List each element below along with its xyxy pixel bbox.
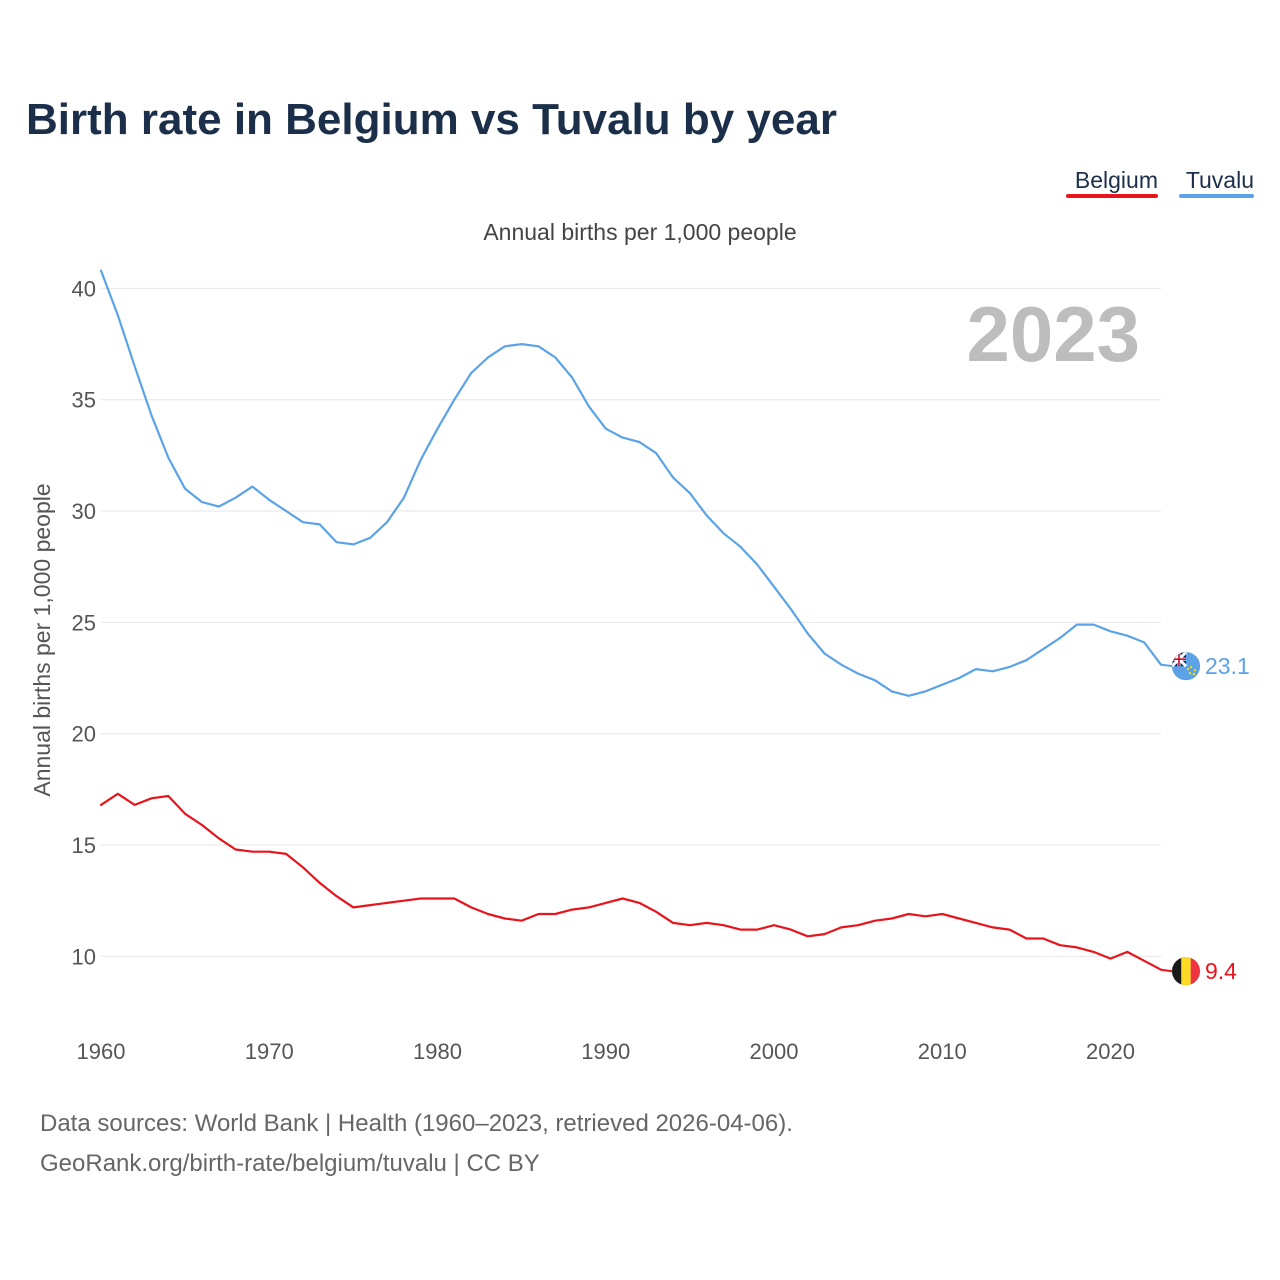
legend-item-tuvalu[interactable]: Tuvalu (1179, 167, 1254, 198)
x-tick-label: 1960 (77, 1039, 126, 1064)
x-tick-label: 2000 (750, 1039, 799, 1064)
x-tick-label: 1980 (413, 1039, 462, 1064)
series-line-tuvalu (99, 269, 1163, 697)
series-group (99, 269, 1163, 971)
legend-label-belgium[interactable]: Belgium (1075, 167, 1158, 193)
end-connector (1160, 663, 1173, 668)
y-tick-label: 15 (72, 833, 96, 858)
chart-subtitle: Annual births per 1,000 people (483, 219, 796, 245)
tuvalu-flag-icon (1171, 651, 1201, 681)
legend-item-belgium[interactable]: Belgium (1066, 167, 1158, 198)
x-axis: 1960 1970 1980 1990 2000 2010 2020 (77, 1039, 1135, 1064)
current-year-label: 2023 (966, 290, 1140, 378)
x-tick-label: 2010 (918, 1039, 967, 1064)
x-tick-label: 1970 (245, 1039, 294, 1064)
y-axis-label: Annual births per 1,000 people (29, 483, 55, 796)
y-tick-label: 10 (72, 944, 96, 969)
legend-underline-tuvalu (1179, 194, 1254, 198)
y-tick-label: 20 (72, 722, 96, 747)
legend: Belgium Tuvalu (1066, 167, 1254, 198)
y-tick-label: 25 (72, 610, 96, 635)
source-line-2: GeoRank.org/birth-rate/belgium/tuvalu | … (40, 1150, 540, 1177)
legend-underline-belgium (1066, 194, 1158, 198)
belgium-flag-icon (1171, 956, 1201, 986)
y-tick-label: 40 (72, 276, 96, 301)
legend-label-tuvalu[interactable]: Tuvalu (1186, 167, 1254, 193)
end-markers: 23.1 9.4 (1160, 651, 1250, 986)
x-tick-label: 2020 (1086, 1039, 1135, 1064)
end-value-label-tuvalu: 23.1 (1205, 653, 1250, 679)
x-tick-label: 1990 (581, 1039, 630, 1064)
series-line-belgium (99, 792, 1163, 971)
end-value-label-belgium: 9.4 (1205, 958, 1237, 984)
source-line-1: Data sources: World Bank | Health (1960–… (40, 1110, 793, 1137)
y-tick-label: 30 (72, 499, 96, 524)
end-connector (1160, 968, 1173, 973)
chart-title: Birth rate in Belgium vs Tuvalu by year (26, 95, 837, 144)
gridlines (101, 287, 1161, 957)
y-tick-label: 35 (72, 388, 96, 413)
y-axis: 10 15 20 25 30 35 40 (72, 276, 96, 969)
